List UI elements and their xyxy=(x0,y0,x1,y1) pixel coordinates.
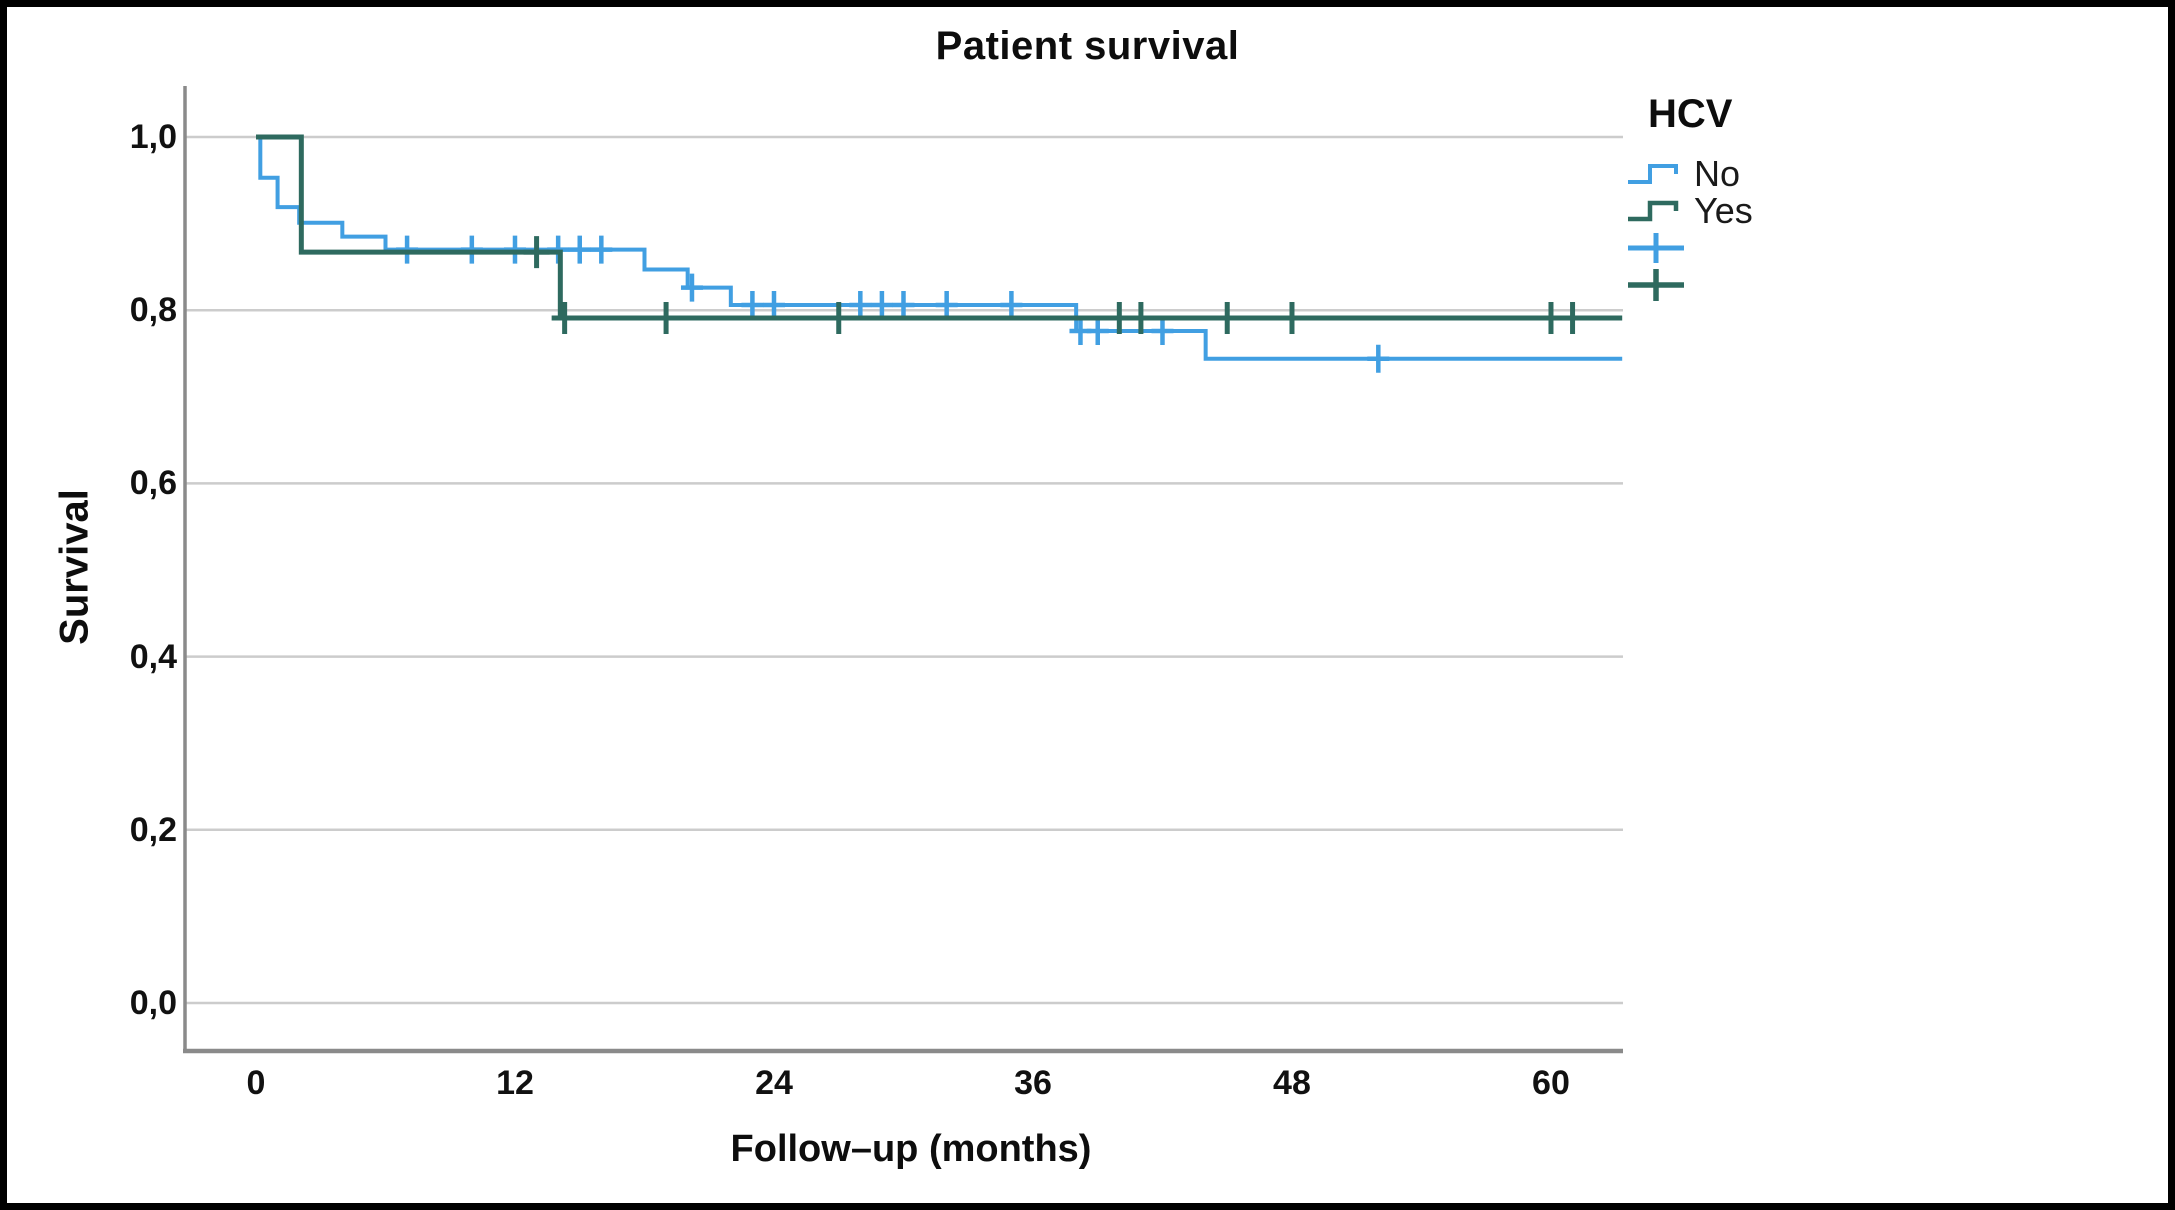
x-tick-label: 36 xyxy=(1014,1064,1052,1102)
x-axis-title: Follow–up (months) xyxy=(730,1128,1092,1170)
censor-mark-no xyxy=(1151,316,1174,345)
legend: HCV No Yes xyxy=(1626,92,1866,303)
censor-mark-no xyxy=(503,235,526,264)
censor-mark-yes xyxy=(1559,301,1586,334)
censor-plus-no-icon xyxy=(1628,232,1684,263)
survival-curve-yes xyxy=(256,134,1623,321)
censor-mark-yes xyxy=(551,301,578,334)
censor-mark-no xyxy=(1367,344,1390,373)
censor-mark-no xyxy=(870,291,893,320)
y-tick-label: 0,8 xyxy=(129,291,177,330)
censor-mark-yes xyxy=(1214,301,1241,334)
censor-mark-no xyxy=(1000,291,1023,320)
legend-item-yes: Yes xyxy=(1626,189,1866,231)
legend-censor-marker-no xyxy=(1626,229,1866,266)
censor-mark-no xyxy=(680,273,703,302)
censor-mark-no xyxy=(590,235,613,264)
censor-plus-yes-icon xyxy=(1628,268,1684,301)
x-tick-label: 12 xyxy=(496,1064,534,1102)
censor-mark-no xyxy=(935,291,958,320)
chart-title: Patient survival xyxy=(935,24,1240,68)
censor-mark-no xyxy=(892,291,915,320)
censor-mark-yes xyxy=(1278,301,1305,334)
x-tick-label: 24 xyxy=(755,1064,793,1102)
censor-mark-no xyxy=(762,291,785,320)
legend-censor-marker-yes xyxy=(1626,266,1866,303)
censor-mark-yes xyxy=(653,301,680,334)
y-tick-label: 1,0 xyxy=(129,118,177,156)
legend-item-no: No xyxy=(1626,152,1866,194)
censor-mark-no xyxy=(849,291,872,320)
censor-mark-yes xyxy=(825,301,852,334)
legend-label-no: No xyxy=(1694,152,1741,194)
step-line-swatch-no-icon xyxy=(1628,163,1678,184)
y-tick-label: 0,0 xyxy=(129,984,177,1022)
censor-mark-no xyxy=(1086,316,1109,345)
censor-mark-yes xyxy=(1127,301,1154,334)
censor-mark-no xyxy=(460,235,483,264)
step-line-swatch-yes-icon xyxy=(1628,200,1679,221)
legend-label-yes: Yes xyxy=(1694,189,1753,231)
censor-mark-no xyxy=(741,291,764,320)
censor-mark-no xyxy=(568,235,591,264)
censor-mark-yes xyxy=(523,236,550,269)
x-tick-label: 48 xyxy=(1273,1064,1311,1102)
y-tick-label: 0,4 xyxy=(129,637,177,676)
y-tick-label: 0,2 xyxy=(129,810,177,849)
y-tick-label: 0,6 xyxy=(129,464,177,503)
legend-title: HCV xyxy=(1648,92,1733,136)
censor-mark-no xyxy=(396,235,419,264)
x-tick-label: 0 xyxy=(246,1064,266,1102)
x-tick-label: 60 xyxy=(1532,1064,1570,1102)
